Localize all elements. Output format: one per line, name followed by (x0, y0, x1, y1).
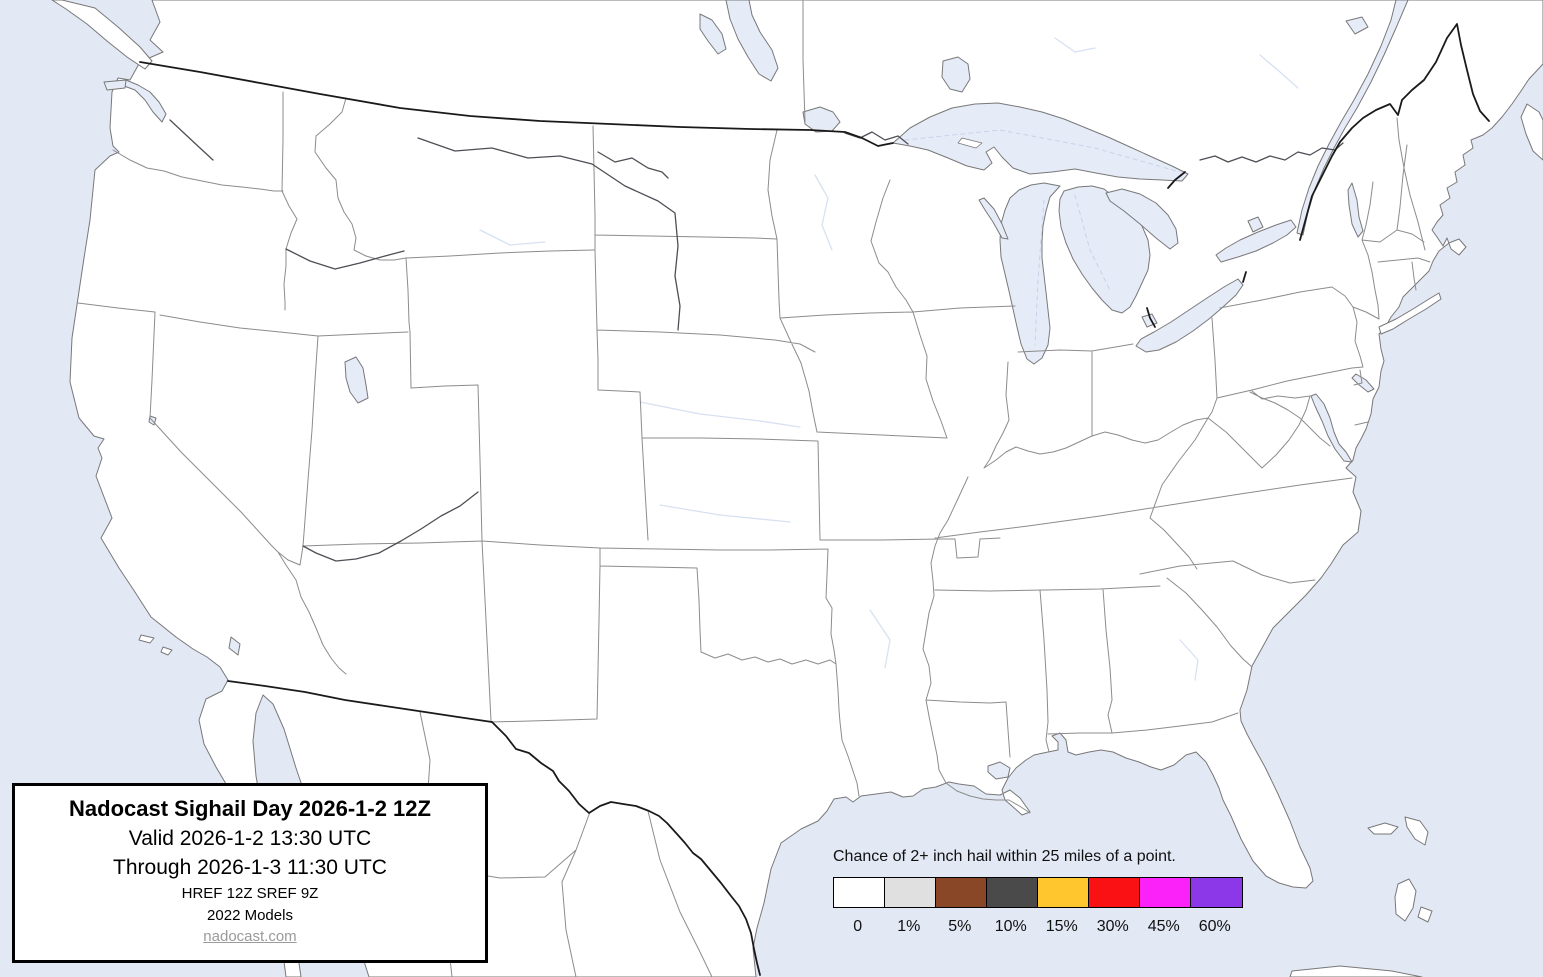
lake-manitoba (699, 13, 727, 55)
forecast-valid-time: Valid 2026-1-2 13:30 UTC (128, 827, 372, 850)
legend-label: 60% (1198, 918, 1231, 935)
us-canada-border-sault (1167, 171, 1186, 189)
us-canada-border-east (1299, 23, 1490, 241)
assiniboine-river (597, 151, 669, 179)
salton-sea (228, 636, 241, 656)
legend-swatch (986, 877, 1039, 908)
ottawa-river (1199, 142, 1344, 163)
lake-nipigon (941, 56, 971, 93)
legend-swatch (935, 877, 988, 908)
faint-rivers (479, 37, 1299, 681)
lac-st-jean (1345, 16, 1369, 35)
bahamas-island (1367, 822, 1399, 835)
legend-label: 15% (1045, 918, 1078, 935)
columbia-river (169, 119, 214, 161)
rio-grande-border (491, 721, 761, 976)
bahamas-island (1394, 878, 1417, 922)
isle-royale (957, 137, 983, 149)
lake-pontchartrain (987, 761, 1011, 780)
forecast-through-time: Through 2026-1-3 11:30 UTC (113, 856, 387, 879)
cuba-coast (1289, 965, 1423, 977)
long-island (1378, 292, 1442, 335)
legend-label: 0 (853, 918, 863, 935)
legend-label: 1% (897, 918, 921, 935)
lake-of-the-woods (802, 106, 841, 133)
chesapeake-bay (1310, 393, 1353, 463)
forecast-models-year: 2022 Models (207, 907, 293, 924)
strait-of-juan-de-fuca (103, 79, 127, 91)
legend-swatch (1190, 877, 1243, 908)
channel-island (138, 634, 155, 644)
lake-superior (892, 102, 1189, 182)
lake-ontario (1215, 219, 1297, 263)
legend-title: Chance of 2+ inch hail within 25 miles o… (833, 848, 1176, 865)
legend-label: 10% (994, 918, 1027, 935)
lake-champlain (1347, 182, 1364, 238)
puget-sound (123, 79, 167, 123)
legend-label: 30% (1096, 918, 1129, 935)
rivers (169, 119, 1344, 562)
us-canada-border-niagara (1242, 271, 1247, 283)
channel-island (160, 646, 173, 656)
legend-label-row: 0 1% 5% 10% 15% 30% 45% 60% (833, 918, 1257, 936)
st-lawrence-river (1296, 0, 1409, 236)
state-borders (77, 0, 1431, 977)
bahamas-island (1404, 816, 1429, 846)
lakes (103, 0, 1409, 780)
lake-erie (1135, 278, 1244, 353)
us-canada-border (139, 61, 894, 147)
legend-swatch (1139, 877, 1192, 908)
georgian-bay (1105, 188, 1179, 250)
legend-swatch (884, 877, 937, 908)
lake-simcoe (1247, 216, 1264, 233)
snake-river (285, 248, 405, 270)
legend-swatch (833, 877, 886, 908)
delaware-bay (1351, 373, 1375, 393)
forecast-title: Nadocast Sighail Day 2026-1-2 12Z (69, 796, 431, 821)
legend-swatch-row (833, 877, 1257, 908)
lake-winnipeg (725, 0, 779, 82)
vancouver-island (51, 0, 153, 70)
legend-label: 5% (948, 918, 972, 935)
green-bay (978, 197, 1009, 240)
colorado-river (302, 491, 479, 562)
forecast-models: HREF 12Z SREF 9Z (181, 885, 319, 902)
legend-swatch (1088, 877, 1141, 908)
legend-swatch (1037, 877, 1090, 908)
great-salt-lake (344, 356, 369, 404)
nadocast-site-link[interactable]: nadocast.com (203, 928, 297, 945)
legend-label: 45% (1147, 918, 1180, 935)
forecast-title-box: Nadocast Sighail Day 2026-1-2 12Z Valid … (12, 783, 488, 963)
nova-scotia (1520, 103, 1543, 161)
us-mexico-border (227, 680, 493, 723)
country-borders (139, 23, 1490, 976)
missouri-river (417, 137, 681, 331)
us-canada-border-detroit (1146, 307, 1156, 328)
bahamas-island (1417, 906, 1433, 923)
lake-maritime-borders (904, 129, 1181, 346)
hail-probability-legend: Chance of 2+ inch hail within 25 miles o… (833, 848, 1257, 936)
